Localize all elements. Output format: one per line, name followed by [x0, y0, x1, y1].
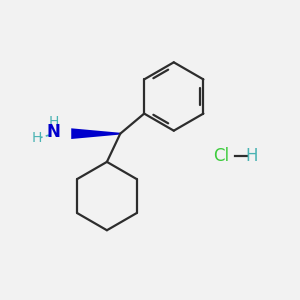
Text: H: H — [245, 147, 258, 165]
Text: H: H — [48, 115, 59, 129]
Polygon shape — [71, 128, 120, 139]
Text: Cl: Cl — [213, 147, 230, 165]
Text: H: H — [32, 131, 42, 145]
Text: N: N — [46, 123, 60, 141]
